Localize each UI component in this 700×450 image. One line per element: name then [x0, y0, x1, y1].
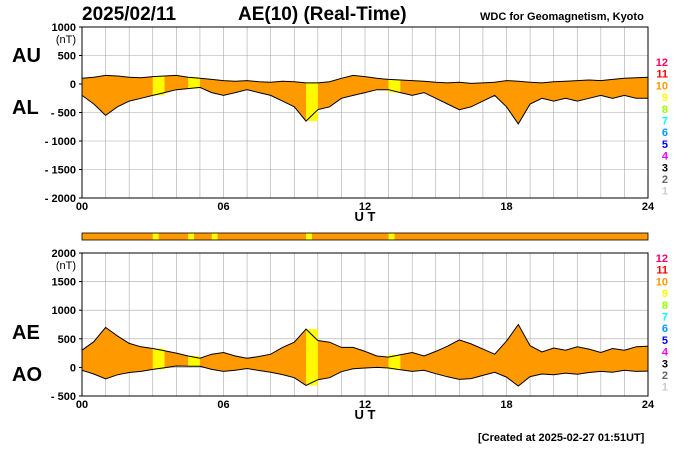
top-index-label-al: AL	[12, 97, 39, 119]
top-legend-level-2: 2	[662, 174, 668, 186]
bottom-xaxis-title: U T	[355, 407, 376, 422]
bottom-xtick-label: 12	[359, 399, 371, 411]
top-activity-segment	[188, 77, 200, 89]
observatory-label: WDC for Geomagnetism, Kyoto	[480, 11, 644, 23]
top-legend-level-3: 3	[662, 162, 668, 174]
top-legend-level-5: 5	[662, 139, 668, 151]
bottom-legend-level-1: 1	[662, 382, 668, 394]
top-activity-segment	[306, 82, 318, 122]
top-legend-level-7: 7	[662, 116, 668, 128]
top-legend-level-9: 9	[662, 92, 668, 104]
top-ytick-label: - 500	[51, 108, 76, 120]
top-legend-level-8: 8	[662, 104, 668, 116]
top-index-label-au: AU	[12, 45, 41, 67]
top-legend-level-4: 4	[662, 151, 669, 163]
bottom-xtick-label: 18	[500, 399, 512, 411]
page-title: AE(10) (Real-Time)	[238, 4, 407, 25]
bottom-series-line-0	[81, 323, 649, 359]
date-label: 2025/02/11	[82, 4, 177, 25]
bottom-legend-level-8: 8	[662, 300, 668, 312]
bottom-legend-level-2: 2	[662, 370, 668, 382]
bottom-index-label-ao: AO	[12, 364, 42, 386]
bottom-index-label-ae: AE	[12, 322, 40, 344]
bottom-activity-segment	[152, 348, 165, 370]
top-legend-level-11: 11	[656, 69, 668, 81]
top-series-line-0	[81, 74, 649, 84]
top-xtick-label: 24	[642, 201, 655, 213]
top-legend-level-10: 10	[656, 80, 668, 92]
bottom-plot-frame	[81, 252, 649, 397]
activity-strip-segment	[306, 233, 312, 240]
activity-strip-segment	[152, 233, 159, 240]
bottom-activity-segment	[388, 354, 401, 370]
activity-strip-segment	[211, 233, 218, 240]
bottom-xtick-label: 06	[217, 399, 229, 411]
bottom-ytick-label: 2000	[52, 248, 76, 260]
bottom-area-fill	[82, 324, 648, 386]
bottom-series-line-1	[81, 365, 649, 387]
top-legend-level-12: 12	[656, 57, 668, 69]
bottom-ytick-label: 500	[58, 334, 76, 346]
top-legend-level-6: 6	[662, 127, 668, 139]
top-ytick-label: - 2000	[45, 193, 76, 205]
top-ytick-label: - 1000	[45, 136, 76, 148]
top-xtick-label: 12	[359, 201, 371, 213]
top-xtick-label: 06	[217, 201, 229, 213]
bottom-legend-level-6: 6	[662, 323, 668, 335]
bottom-legend-level-4: 4	[662, 347, 669, 359]
bottom-xtick-label: 24	[642, 399, 655, 411]
bottom-ytick-label: 1500	[52, 277, 76, 289]
bottom-xtick-label: 00	[76, 399, 88, 411]
activity-strip-segment	[188, 233, 195, 240]
top-ytick-label: - 1500	[45, 165, 76, 177]
top-ytick-label: 500	[58, 51, 76, 63]
top-ytick-label: 1000	[52, 22, 76, 34]
activity-strip-segment	[388, 233, 395, 240]
top-activity-segment	[388, 79, 401, 93]
bottom-legend-level-11: 11	[656, 265, 668, 277]
bottom-legend-level-7: 7	[662, 312, 668, 324]
bottom-legend-level-12: 12	[656, 253, 668, 265]
created-timestamp: [Created at 2025-02-27 01:51UT]	[478, 432, 645, 444]
top-series-line-1	[81, 86, 648, 125]
bottom-ytick-label: - 500	[51, 391, 76, 403]
top-xtick-label: 00	[76, 201, 88, 213]
bottom-yunit-label: (nT)	[56, 260, 76, 272]
top-area-fill	[82, 75, 648, 124]
top-yunit-label: (nT)	[56, 34, 76, 46]
bottom-legend-level-10: 10	[656, 276, 668, 288]
bottom-legend-level-5: 5	[662, 335, 668, 347]
top-legend-level-1: 1	[662, 186, 668, 198]
top-ytick-label: 0	[70, 79, 76, 91]
bottom-ytick-label: 1000	[52, 305, 76, 317]
activity-strip	[81, 232, 649, 241]
bottom-legend-level-3: 3	[662, 358, 668, 370]
top-xtick-label: 18	[500, 201, 512, 213]
bottom-activity-segment	[188, 355, 200, 367]
bottom-activity-segment	[306, 329, 318, 386]
top-xaxis-title: U T	[355, 209, 376, 224]
bottom-ytick-label: 0	[70, 362, 76, 374]
bottom-legend-level-9: 9	[662, 288, 668, 300]
top-activity-segment	[152, 76, 165, 96]
